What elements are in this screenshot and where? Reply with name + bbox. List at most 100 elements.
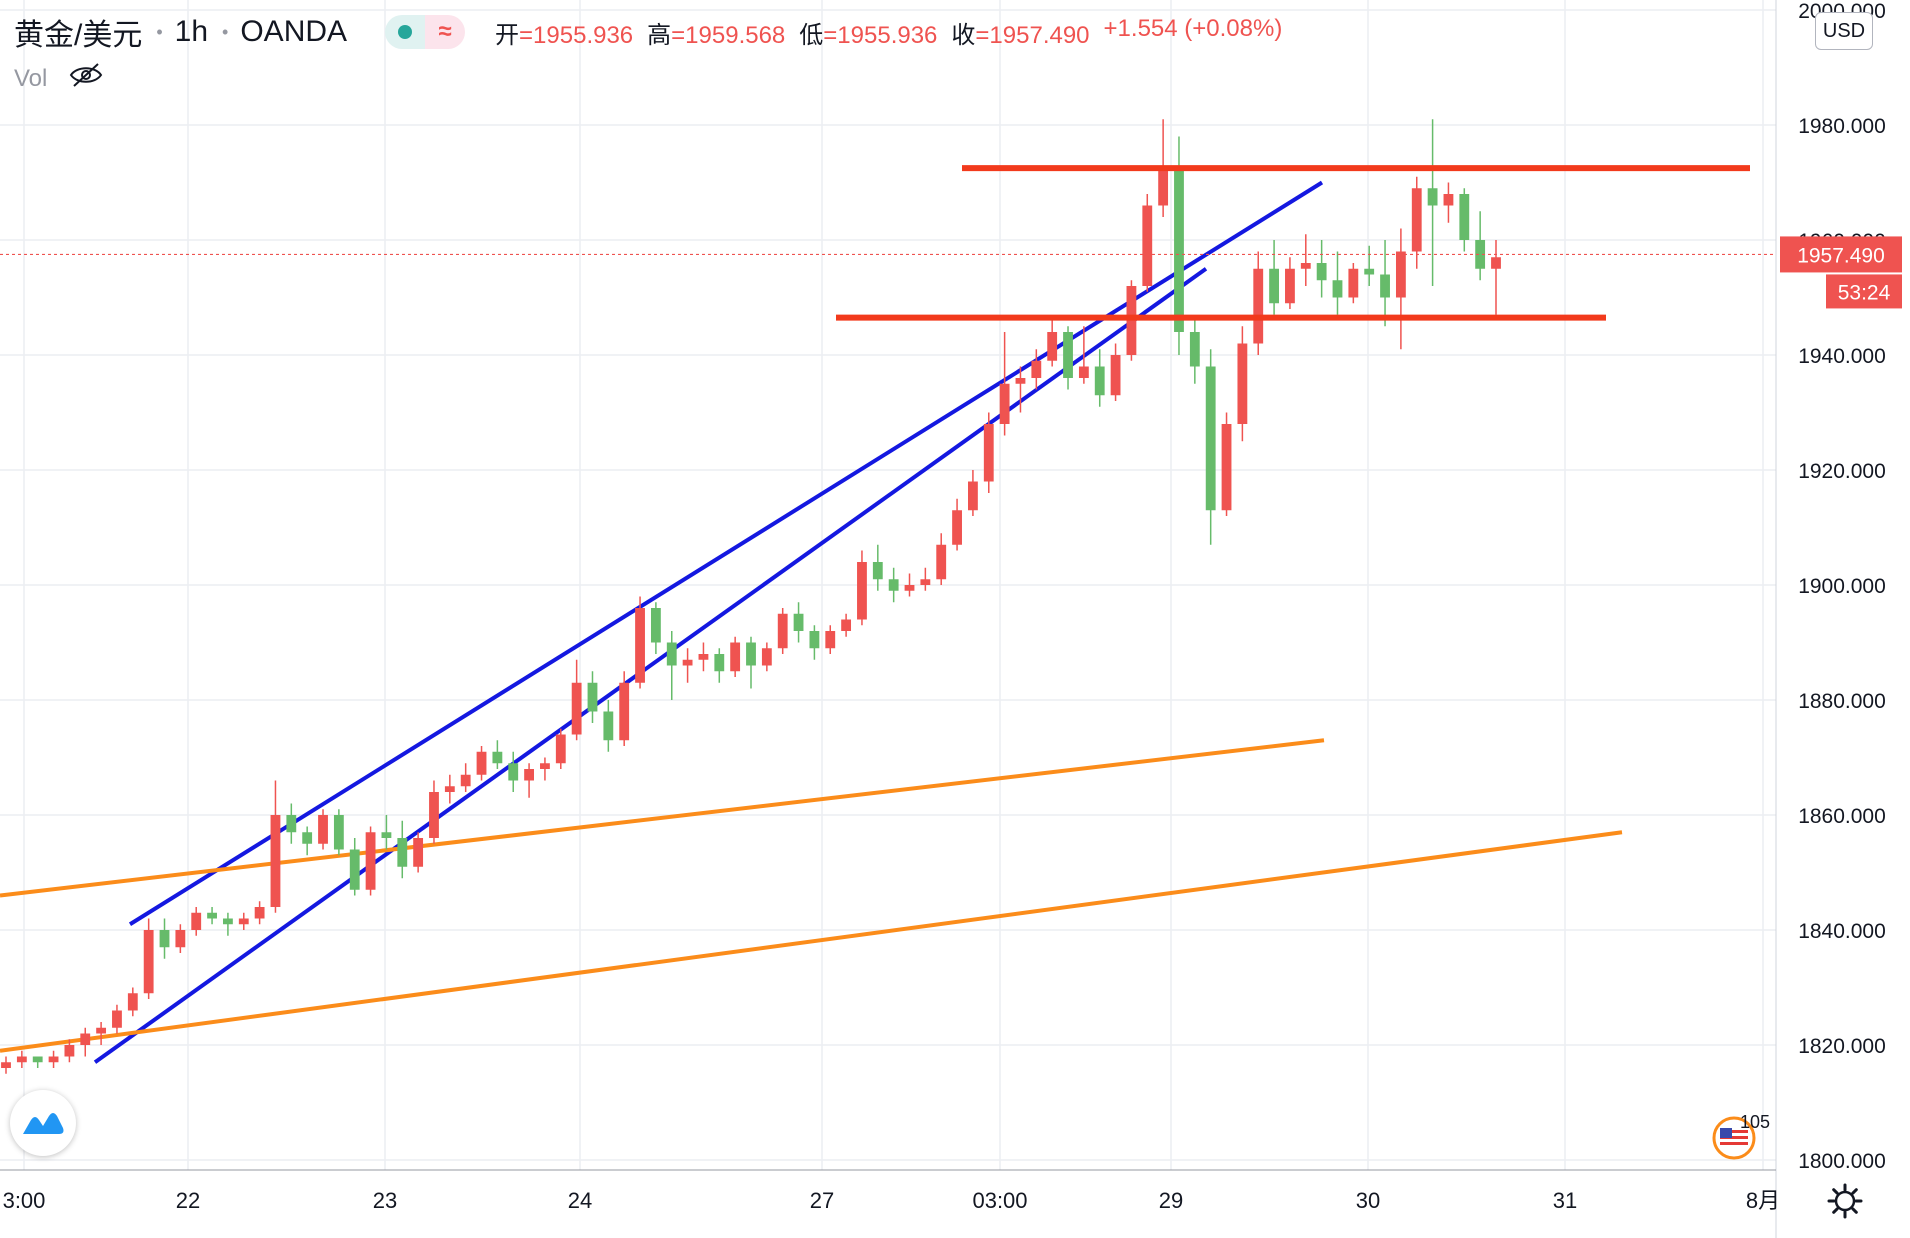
candle-body — [635, 608, 645, 683]
price-tick-label: 1900.000 — [1798, 575, 1886, 598]
candle-body — [587, 682, 598, 712]
candle-body — [1491, 257, 1501, 269]
candle-body — [1348, 268, 1359, 298]
grid-lines — [0, 0, 1776, 1170]
candle-body — [1237, 343, 1248, 424]
candle-body — [857, 562, 867, 620]
time-tick-label: 23 — [373, 1188, 397, 1213]
candle-body — [1221, 424, 1232, 511]
candle-body — [80, 1033, 91, 1045]
price-tick-label: 1860.000 — [1798, 805, 1886, 828]
low-label: 低 — [799, 21, 824, 49]
candle-body — [1316, 263, 1327, 281]
price-tick-label: 1880.000 — [1798, 690, 1886, 713]
candle-body — [650, 608, 661, 643]
candle-body — [1078, 366, 1089, 378]
us-flag-icon — [1712, 1116, 1756, 1160]
candle-body — [365, 832, 376, 890]
eye-crossed-icon[interactable] — [69, 62, 103, 95]
approx-wave-icon[interactable]: ≈ — [425, 15, 466, 49]
time-axis[interactable]: 3:00 22 23 24 27 03:00 29 30 31 8月 — [0, 1169, 1780, 1213]
candle-body — [96, 1027, 107, 1034]
candle-body — [32, 1056, 43, 1063]
time-tick-label: 22 — [176, 1188, 200, 1213]
candle-body — [112, 1010, 122, 1028]
candle-body — [1332, 280, 1343, 298]
candle-body — [809, 631, 820, 649]
candle-body — [397, 838, 408, 867]
candle-body — [207, 912, 217, 919]
candle-body — [1158, 171, 1169, 206]
tradingview-logo-icon[interactable] — [10, 1090, 76, 1156]
currency-button[interactable]: USD — [1815, 12, 1873, 50]
candle-body — [48, 1056, 59, 1063]
open-label: 开 — [495, 21, 520, 49]
candle-body — [413, 838, 424, 867]
candle-body — [904, 585, 915, 591]
legend-separator: • — [222, 21, 229, 42]
last-price-text: 1957.490 — [1797, 244, 1885, 267]
candle-body — [666, 642, 677, 666]
candle-body — [524, 769, 534, 781]
time-tick-label: 8月 — [1746, 1188, 1780, 1213]
time-tick-label: 29 — [1159, 1188, 1183, 1213]
candle-body — [318, 815, 328, 844]
candle-body — [492, 751, 503, 764]
candle-body — [1205, 366, 1216, 511]
high-label: 高 — [647, 21, 672, 49]
candle-body — [1380, 274, 1390, 298]
time-tick-label: 03:00 — [972, 1188, 1027, 1213]
candle-body — [1364, 268, 1375, 275]
candle-body — [254, 907, 265, 919]
candle-body — [1, 1062, 11, 1068]
high-value: =1959.568 — [671, 21, 786, 49]
gear-icon[interactable] — [1826, 1182, 1864, 1220]
candle-body — [1047, 332, 1058, 361]
dot-icon[interactable] — [385, 15, 426, 49]
price-axis[interactable]: 1800.000 1820.000 1840.000 1860.000 1880.000… — [1775, 0, 1886, 1238]
symbol-name[interactable]: 黄金/美元 — [14, 19, 143, 52]
level-drawings[interactable] — [836, 165, 1750, 321]
candle-body — [16, 1056, 27, 1063]
dot-glyph — [398, 25, 413, 39]
candle-body — [460, 774, 471, 787]
time-tick-label: 3:00 — [3, 1188, 46, 1213]
candle-body — [127, 993, 138, 1011]
candle-body — [238, 918, 249, 925]
candle-body — [1395, 251, 1406, 298]
indicator-toggles[interactable]: ≈ — [385, 15, 466, 49]
price-tick-label: 1940.000 — [1798, 345, 1886, 368]
candle-body — [999, 383, 1010, 424]
last-price-badge — [1780, 236, 1902, 273]
candle-body — [1063, 332, 1073, 378]
economic-event-marker[interactable]: 105 — [1712, 1112, 1770, 1160]
candle-body — [1110, 355, 1121, 396]
interval-label[interactable]: 1h — [174, 15, 209, 48]
candle-body — [64, 1045, 75, 1057]
candle-body — [952, 510, 962, 545]
channel-line[interactable] — [128, 180, 1324, 926]
candle-body — [872, 562, 883, 580]
support-trend-line[interactable] — [0, 830, 1623, 1053]
candle-body — [349, 849, 360, 890]
price-tick-label: 1820.000 — [1798, 1035, 1886, 1058]
candle-body — [508, 763, 519, 781]
candle-body — [270, 815, 281, 907]
support-trend-line[interactable] — [0, 738, 1325, 898]
candle-body — [761, 648, 772, 666]
ohlc-values: 开=1955.936 高=1959.568 低=1955.936 收=1957.… — [495, 15, 1282, 50]
vol-label: Vol — [14, 64, 48, 92]
candle-body — [777, 613, 788, 649]
time-tick-label: 30 — [1356, 1188, 1380, 1213]
candle-body — [682, 659, 693, 666]
price-badges: 1957.490 53:24 — [1780, 236, 1902, 309]
legend-separator: • — [156, 21, 163, 42]
close-label: 收 — [951, 21, 976, 49]
candle-body — [476, 751, 487, 775]
candlesticks — [1, 119, 1501, 1074]
candle-body — [1475, 240, 1486, 269]
channel-line[interactable] — [93, 267, 1208, 1064]
candle-body — [1427, 188, 1438, 206]
candle-body — [333, 815, 344, 850]
